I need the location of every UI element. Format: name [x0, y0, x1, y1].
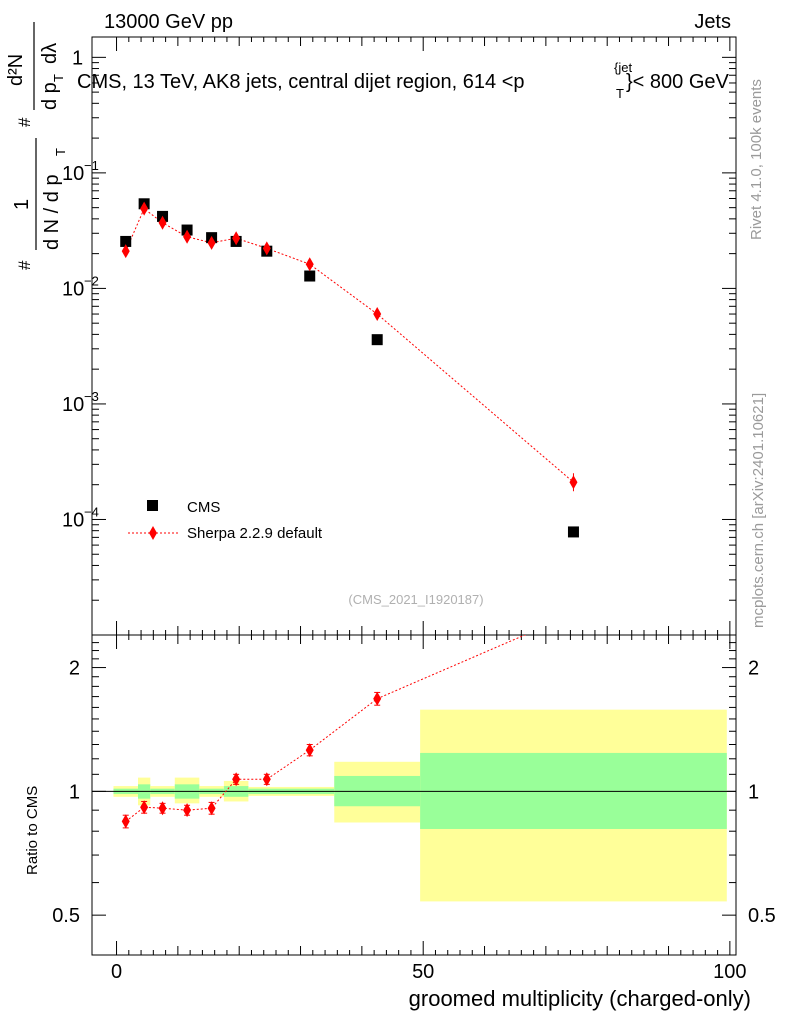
ratio-sherpa-point — [140, 800, 149, 815]
ratio-sherpa-point — [262, 772, 271, 787]
legend-cms-marker — [147, 500, 158, 511]
ylabel-one: 1 — [11, 199, 33, 210]
analysis-id-watermark: (CMS_2021_I1920187) — [348, 592, 483, 607]
top-y-tick-exponent: −1 — [84, 158, 99, 173]
ratio-plot-frame — [91, 634, 737, 956]
ratio-sherpa-point — [305, 743, 314, 758]
cms-data-point — [567, 526, 579, 538]
plot-title-tail: }< 800 GeV — [626, 71, 730, 93]
top-y-tick-label: 10 — [62, 163, 84, 185]
ratio-sherpa-point — [121, 814, 130, 829]
ratio-x-tick-label: 50 — [412, 961, 434, 983]
sherpa-data-point — [121, 244, 130, 259]
ylabel-d2n: d²N — [5, 54, 27, 86]
ylabel-t-sub-1: T — [53, 148, 68, 156]
sherpa-data-point — [140, 201, 149, 216]
ratio-y-tick-label-right: 2 — [748, 658, 759, 680]
sherpa-data-point — [373, 307, 382, 322]
sherpa-data-point — [207, 235, 216, 250]
header-left: 13000 GeV pp — [104, 11, 233, 33]
sherpa-line — [125, 207, 574, 483]
legend-sherpa-label: Sherpa 2.2.9 default — [187, 525, 323, 542]
plot-title-sup: {jet — [614, 60, 632, 75]
ratio-y-tick-label-left: 1 — [69, 781, 80, 803]
ylabel-dp: d p — [39, 82, 61, 110]
ratio-x-tick-label: 100 — [713, 961, 746, 983]
legend-sherpa-marker — [149, 526, 157, 540]
ratio-y-axis-label: Ratio to CMS — [24, 786, 41, 875]
ylabel-hash-2: # — [15, 117, 34, 127]
ratio-sherpa-point — [232, 772, 241, 787]
header-right: Jets — [694, 11, 731, 33]
ratio-sherpa-point — [183, 803, 192, 818]
ratio-y-tick-label-left: 0.5 — [52, 905, 80, 927]
top-y-tick-label: 10 — [62, 509, 84, 531]
rivet-version-label: Rivet 4.1.0, 100k events — [748, 79, 765, 240]
cms-data-point — [120, 235, 132, 247]
top-y-tick-label: 10 — [62, 278, 84, 300]
top-y-tick-label: 1 — [72, 47, 83, 69]
ratio-y-tick-label-left: 2 — [69, 658, 80, 680]
ylabel-t-sub-2: T — [51, 74, 66, 82]
sherpa-data-point — [183, 229, 192, 244]
ratio-y-tick-label-right: 1 — [748, 781, 759, 803]
top-y-axis-label: # 1 d N / d p T # d²N d p T dλ — [5, 22, 68, 270]
plot-title: CMS, 13 TeV, AK8 jets, central dijet reg… — [77, 60, 730, 101]
sherpa-data-point — [262, 241, 271, 256]
ratio-sherpa-point — [373, 691, 382, 706]
plot-title-sub: T — [616, 86, 624, 101]
ratio-y-tick-label-right: 0.5 — [748, 905, 776, 927]
ylabel-dlambda: dλ — [39, 43, 61, 64]
ratio-sherpa-point — [569, 607, 577, 621]
top-plot-frame — [91, 36, 737, 636]
cms-data-point — [304, 270, 316, 282]
mcplots-label: mcplots.cern.ch [arXiv:2401.10621] — [750, 393, 767, 628]
top-y-tick-exponent: −2 — [84, 273, 99, 288]
ratio-sherpa-point — [158, 801, 167, 816]
sherpa-data-point — [569, 475, 578, 490]
sherpa-data-point — [305, 257, 314, 272]
sherpa-data-point — [158, 215, 167, 230]
ylabel-hash-1: # — [15, 260, 34, 270]
legend: CMS Sherpa 2.2.9 default — [128, 499, 323, 542]
top-y-tick-exponent: −4 — [84, 504, 99, 519]
legend-cms-label: CMS — [187, 499, 220, 516]
ratio-x-tick-label: 0 — [111, 961, 122, 983]
top-y-tick-label: 10 — [62, 394, 84, 416]
top-y-tick-exponent: −3 — [84, 389, 99, 404]
ratio-sherpa-point — [207, 801, 216, 816]
x-axis-label: groomed multiplicity (charged-only) — [409, 986, 751, 1011]
cms-data-point — [371, 334, 383, 346]
ylabel-dn-dpt: d N / d p — [41, 174, 63, 250]
plot-title-main: CMS, 13 TeV, AK8 jets, central dijet reg… — [77, 71, 525, 93]
sherpa-data-point — [232, 231, 241, 246]
ratio-sherpa-line — [125, 635, 527, 822]
